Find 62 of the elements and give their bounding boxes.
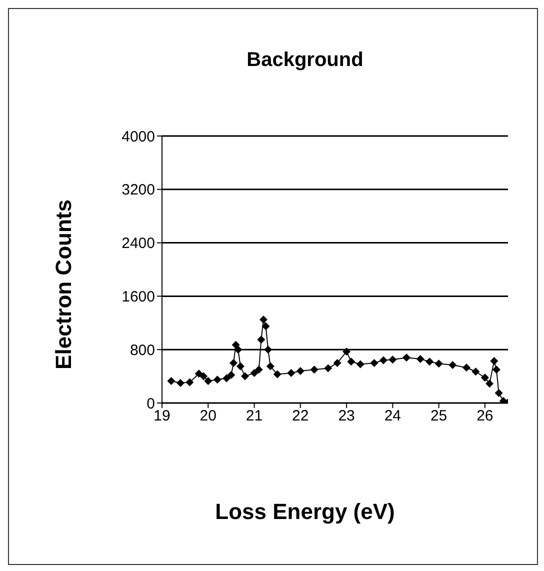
point bbox=[273, 370, 282, 378]
point bbox=[426, 358, 434, 366]
point bbox=[262, 322, 270, 330]
point bbox=[167, 376, 176, 385]
point bbox=[296, 366, 304, 375]
point bbox=[186, 378, 194, 386]
point bbox=[264, 346, 272, 354]
point bbox=[257, 336, 266, 344]
point bbox=[472, 368, 480, 376]
x-tick-label: 24 bbox=[384, 408, 402, 425]
point bbox=[370, 358, 378, 367]
point bbox=[356, 360, 364, 368]
point bbox=[250, 368, 258, 377]
x-tick-label: 26 bbox=[476, 408, 494, 425]
x-tick-label: 20 bbox=[200, 408, 216, 425]
point bbox=[194, 370, 203, 378]
point bbox=[490, 356, 498, 365]
y-tick-label: 0 bbox=[146, 395, 155, 412]
point bbox=[494, 388, 503, 397]
point bbox=[176, 378, 184, 387]
y-tick-label: 1600 bbox=[122, 288, 155, 306]
x-tick-label: 19 bbox=[154, 408, 170, 425]
point bbox=[230, 358, 238, 367]
point bbox=[480, 374, 489, 382]
point bbox=[416, 354, 424, 363]
x-axis-title: Loss Energy (eV) bbox=[215, 499, 395, 524]
point bbox=[236, 362, 244, 370]
x-tick-label: 25 bbox=[430, 408, 448, 425]
y-tick-label: 800 bbox=[130, 342, 155, 359]
point bbox=[324, 364, 332, 372]
point bbox=[388, 356, 397, 364]
point bbox=[379, 356, 388, 364]
point bbox=[204, 376, 212, 385]
y-tick-label: 3200 bbox=[122, 182, 155, 199]
x-tick-label: 21 bbox=[246, 408, 263, 425]
y-tick-label: 2400 bbox=[122, 235, 155, 252]
point bbox=[287, 368, 296, 377]
point bbox=[213, 376, 222, 384]
point bbox=[486, 380, 494, 388]
point bbox=[254, 366, 263, 374]
point bbox=[232, 340, 240, 349]
point bbox=[462, 364, 470, 372]
y-axis-title: Electron Counts bbox=[51, 200, 76, 370]
point bbox=[222, 374, 231, 382]
point bbox=[347, 358, 356, 366]
point bbox=[434, 360, 443, 368]
point bbox=[333, 358, 342, 367]
point bbox=[227, 370, 236, 379]
point bbox=[492, 366, 500, 374]
point bbox=[266, 362, 274, 370]
point bbox=[342, 348, 351, 356]
point bbox=[241, 372, 250, 380]
y-tick-label: 4000 bbox=[122, 128, 155, 146]
point bbox=[448, 360, 457, 369]
chart-title: Background bbox=[246, 49, 364, 71]
point bbox=[310, 366, 318, 374]
point bbox=[259, 316, 268, 324]
x-tick-label: 22 bbox=[292, 408, 309, 425]
x-tick-label: 23 bbox=[338, 408, 355, 425]
point bbox=[234, 346, 242, 354]
point bbox=[402, 354, 411, 362]
point bbox=[200, 372, 208, 380]
